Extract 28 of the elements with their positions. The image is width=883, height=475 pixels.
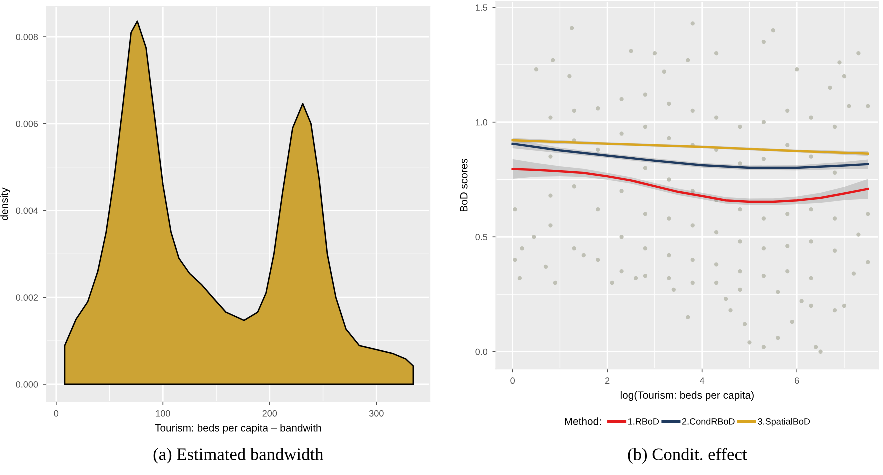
- legend-title: Method:: [565, 418, 602, 426]
- y-tick-label: 0.0: [476, 348, 488, 356]
- legend-label: 3.SpatialBoD: [758, 418, 810, 427]
- y-tick-label: 0.004: [16, 208, 38, 214]
- x-axis-title: Tourism: beds per capita – bandwith: [155, 424, 322, 434]
- y-tick-label: 1.5: [476, 4, 488, 11]
- x-tick-label: 2: [606, 378, 610, 384]
- x-tick-label: 100: [156, 410, 170, 417]
- text: (b) Condit. effect: [628, 448, 748, 464]
- x-tick-label: 4: [700, 378, 705, 384]
- line-series: [512, 168, 870, 204]
- x-tick-label: 300: [369, 410, 384, 417]
- y-tick-label: 0.000: [16, 381, 38, 388]
- y-tick-label: 0.006: [16, 120, 38, 128]
- x-tick-label: 0: [54, 410, 59, 417]
- y-tick-label: 0.008: [16, 34, 38, 40]
- x-tick-label: 0: [510, 378, 515, 384]
- legend-label: 1.RBoD: [628, 418, 660, 425]
- y-axis-title: BoD scores: [460, 158, 468, 212]
- y-tick-label: 0.5: [476, 234, 488, 240]
- y-tick-label: 1.0: [476, 119, 488, 126]
- text: (a) Estimated bandwidth: [154, 448, 324, 464]
- x-tick-label: 6: [795, 378, 800, 384]
- legend-label: 2.CondRBoD: [682, 418, 735, 425]
- x-tick-label: 200: [262, 410, 278, 417]
- x-axis-title: log(Tourism: beds per capita): [620, 391, 754, 402]
- y-tick-label: 0.002: [16, 294, 38, 301]
- y-axis-title: density: [0, 188, 10, 220]
